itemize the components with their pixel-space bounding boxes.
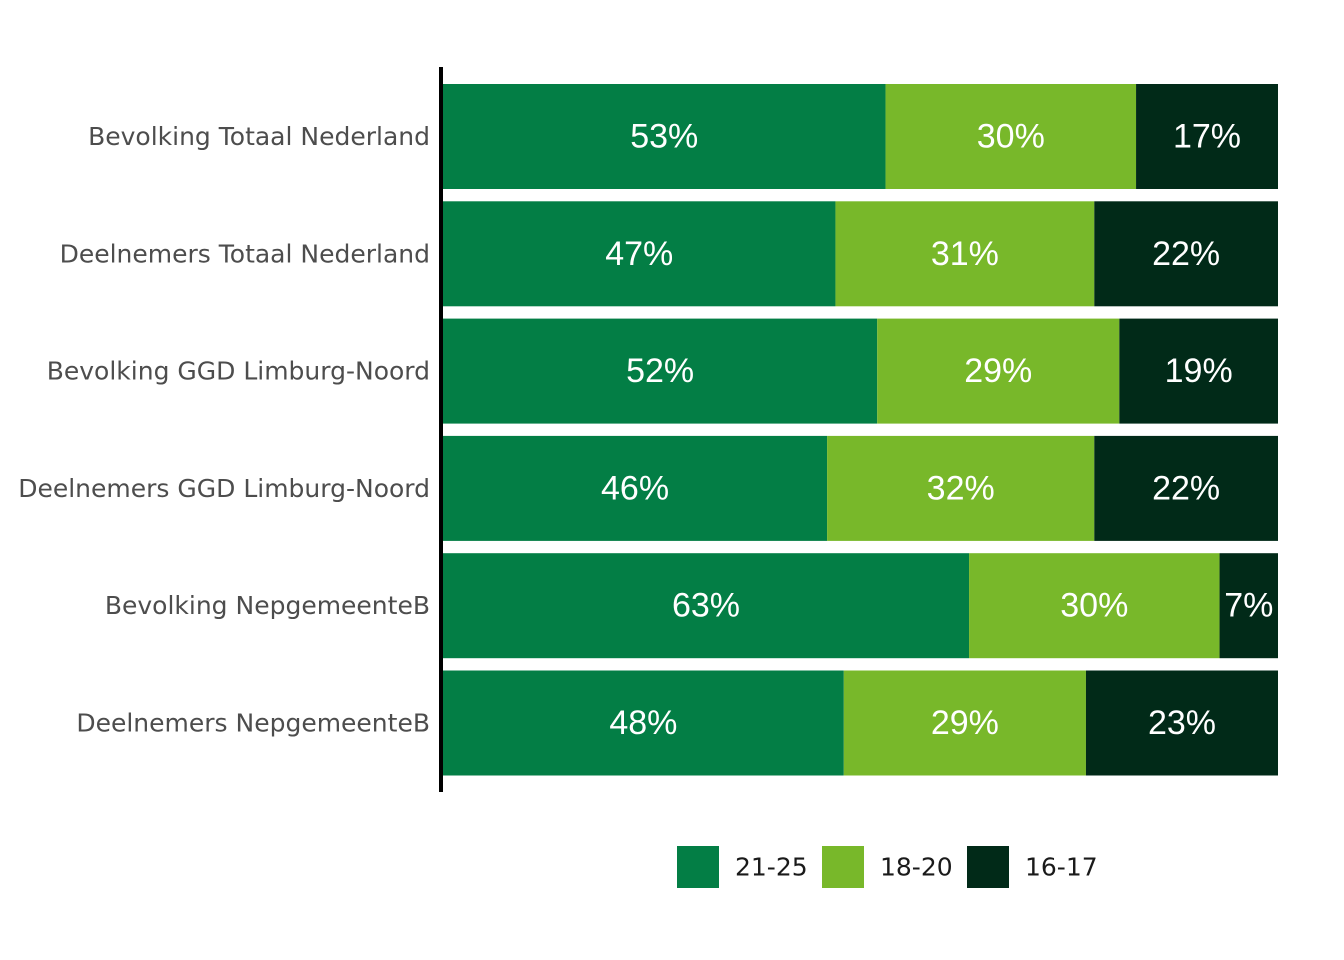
bar-segment-16-17-bevolking-totaal-nederland	[1136, 84, 1278, 189]
data-label-16-17-bevolking-totaal-nederland: 17%	[1173, 118, 1241, 156]
legend-label-18-20: 18-20	[880, 853, 953, 882]
data-label-21-25-deelnemers-totaal-nederland: 47%	[605, 235, 673, 273]
bar-segment-16-17-bevolking-ggd-limburg-noord	[1119, 318, 1278, 424]
bar-segment-16-17-deelnemers-nepgemeenteb	[1085, 670, 1278, 776]
data-label-18-20-deelnemers-totaal-nederland: 31%	[931, 235, 999, 273]
bar-segment-18-20-bevolking-totaal-nederland	[885, 84, 1137, 189]
bar-segment-18-20-bevolking-ggd-limburg-noord	[877, 318, 1120, 424]
data-label-21-25-deelnemers-ggd-limburg-noord: 46%	[601, 469, 669, 507]
data-label-16-17-deelnemers-ggd-limburg-noord: 22%	[1152, 469, 1220, 507]
bar-segment-21-25-deelnemers-nepgemeenteb	[443, 670, 844, 776]
legend-label-21-25: 21-25	[735, 853, 808, 882]
data-label-21-25-bevolking-ggd-limburg-noord: 52%	[626, 352, 694, 390]
data-label-16-17-bevolking-nepgemeenteb: 7%	[1224, 587, 1273, 625]
bar-segment-21-25-deelnemers-ggd-limburg-noord	[443, 435, 828, 541]
data-label-21-25-deelnemers-nepgemeenteb: 48%	[609, 704, 677, 742]
legend-label-16-17: 16-17	[1025, 853, 1098, 882]
bar-segment-21-25-bevolking-totaal-nederland	[443, 84, 886, 189]
data-label-16-17-deelnemers-totaal-nederland: 22%	[1152, 235, 1220, 273]
data-label-18-20-deelnemers-nepgemeenteb: 29%	[931, 704, 999, 742]
bar-segment-18-20-deelnemers-nepgemeenteb	[843, 670, 1086, 776]
data-label-16-17-bevolking-ggd-limburg-noord: 19%	[1165, 352, 1233, 390]
legend-swatch-16-17	[967, 846, 1009, 888]
data-label-21-25-bevolking-nepgemeenteb: 63%	[672, 587, 740, 625]
category-label-deelnemers-ggd-limburg-noord: Deelnemers GGD Limburg-Noord	[18, 474, 430, 503]
bar-segment-21-25-bevolking-ggd-limburg-noord	[443, 318, 878, 424]
category-label-bevolking-nepgemeenteb: Bevolking NepgemeenteB	[105, 591, 430, 620]
category-label-bevolking-ggd-limburg-noord: Bevolking GGD Limburg-Noord	[47, 357, 430, 386]
bar-segment-18-20-bevolking-nepgemeenteb	[969, 553, 1220, 659]
bar-segment-18-20-deelnemers-ggd-limburg-noord	[827, 435, 1095, 541]
bar-segment-16-17-deelnemers-ggd-limburg-noord	[1094, 435, 1278, 541]
bar-segment-18-20-deelnemers-totaal-nederland	[835, 201, 1095, 307]
data-label-18-20-bevolking-totaal-nederland: 30%	[977, 118, 1045, 156]
bars-layer: 53% 30% 17% 47% 31% 22% 52% 29% 19% 46% 32% 22% 63% 3…	[443, 84, 1278, 776]
data-label-18-20-deelnemers-ggd-limburg-noord: 32%	[927, 469, 995, 507]
category-label-bevolking-totaal-nederland: Bevolking Totaal Nederland	[88, 122, 430, 151]
category-label-deelnemers-nepgemeenteb: Deelnemers NepgemeenteB	[76, 709, 430, 738]
bar-segment-16-17-bevolking-nepgemeenteb	[1219, 553, 1278, 659]
data-label-21-25-bevolking-totaal-nederland: 53%	[630, 118, 698, 156]
category-labels: Bevolking Totaal Nederland Deelnemers Tot…	[18, 122, 430, 738]
bar-segment-21-25-bevolking-nepgemeenteb	[443, 553, 970, 659]
legend: 21-25 18-20 16-17	[677, 846, 1098, 888]
legend-swatch-21-25	[677, 846, 719, 888]
legend-swatch-18-20	[822, 846, 864, 888]
category-label-deelnemers-totaal-nederland: Deelnemers Totaal Nederland	[60, 239, 430, 268]
data-label-16-17-deelnemers-nepgemeenteb: 23%	[1148, 704, 1216, 742]
bar-segment-16-17-deelnemers-totaal-nederland	[1094, 201, 1278, 307]
data-label-18-20-bevolking-ggd-limburg-noord: 29%	[964, 352, 1032, 390]
bar-segment-21-25-deelnemers-totaal-nederland	[443, 201, 836, 307]
data-label-18-20-bevolking-nepgemeenteb: 30%	[1060, 587, 1128, 625]
